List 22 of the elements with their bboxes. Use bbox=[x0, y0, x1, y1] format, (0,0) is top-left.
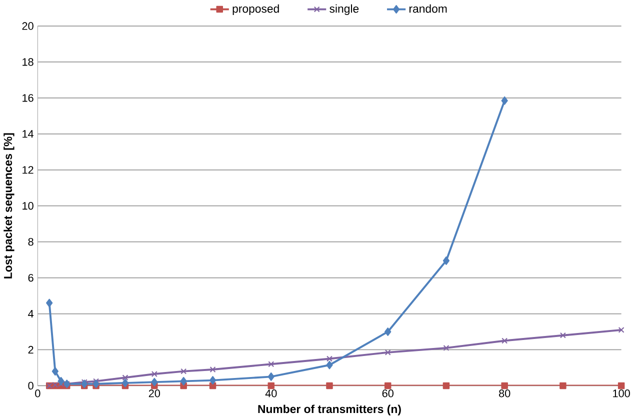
y-axis-title: Lost packet sequences [%] bbox=[4, 133, 14, 278]
y-tick-label: 14 bbox=[22, 130, 34, 138]
x-tick-label: 80 bbox=[499, 390, 510, 398]
legend-label: proposed bbox=[232, 4, 279, 16]
y-tick-label: 4 bbox=[28, 310, 34, 318]
x-tick-label: 40 bbox=[265, 390, 277, 398]
x-axis-title: Number of transmitters (n) bbox=[258, 404, 401, 416]
y-tick-label: 2 bbox=[28, 346, 34, 354]
y-tick-label: 0 bbox=[28, 382, 34, 390]
y-tick-label: 10 bbox=[22, 202, 34, 210]
y-tick-label: 6 bbox=[28, 274, 34, 282]
y-tick-label: 18 bbox=[22, 58, 34, 66]
y-tick-label: 20 bbox=[22, 22, 34, 30]
x-tick-label: 60 bbox=[382, 390, 394, 398]
x-tick-label: 20 bbox=[148, 390, 160, 398]
y-tick-label: 16 bbox=[22, 94, 34, 102]
x-tick-label: 100 bbox=[613, 390, 630, 398]
x-tick-label: 0 bbox=[35, 390, 40, 398]
legend-label: single bbox=[330, 4, 359, 16]
y-tick-label: 8 bbox=[28, 238, 34, 246]
y-tick-label: 12 bbox=[22, 166, 34, 174]
legend-label: random bbox=[409, 4, 447, 13]
